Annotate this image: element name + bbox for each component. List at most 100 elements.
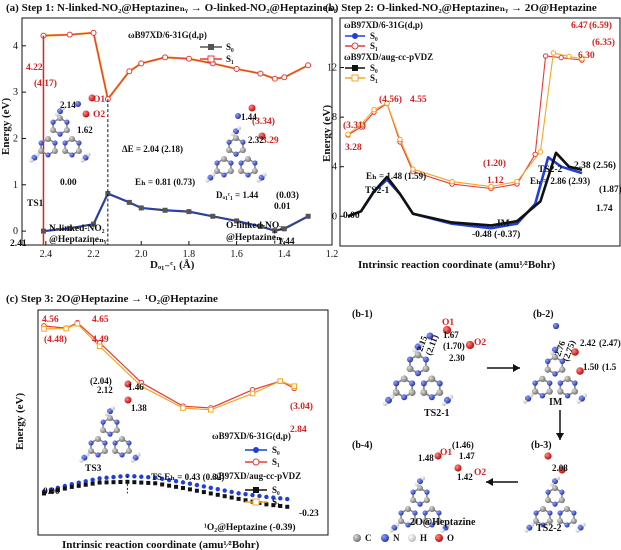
- carbon-atom: [239, 147, 246, 154]
- struct-name-2o: 2O@Heptazine: [410, 517, 476, 528]
- nitrogen-atom: [420, 380, 427, 387]
- b-ann-6.35: (6.35): [592, 37, 615, 48]
- nitrogen-atom: [238, 160, 244, 166]
- c-series-3-point: [249, 390, 256, 397]
- atom-legend-o: O: [447, 533, 454, 543]
- c-series-0-point: [229, 489, 234, 495]
- carbon-atom: [112, 447, 119, 454]
- oxygen-atom: [124, 396, 132, 404]
- c-series-0-point: [187, 481, 193, 486]
- c-series-0-point: [159, 476, 165, 482]
- hydrogen-atom: [524, 528, 529, 533]
- carbon-atom: [546, 388, 553, 395]
- atom-legend-c-ball: [353, 534, 361, 542]
- nitrogen-atom: [424, 489, 430, 495]
- hydrogen-atom: [111, 406, 115, 411]
- panel-b-ylabel: Energy (eV): [321, 105, 333, 162]
- panel-b-title: (b) Step 2: O-linked-NO₂@Heptazineₙᵧ → 2…: [325, 2, 597, 14]
- amine-nitrogen: [552, 478, 558, 485]
- a-series-0-point: [257, 223, 263, 229]
- legend-c-s1-631-marker: [252, 458, 260, 466]
- panel-b-xlabel: Intrinsic reaction coordinate (amu¹⁄²Boh…: [358, 259, 556, 271]
- c-series-0-point: [250, 492, 255, 498]
- c-series-2-point: [146, 480, 151, 485]
- b-series-3-point: [358, 121, 364, 128]
- nitro-nitrogen: [235, 113, 241, 119]
- hydrogen-atom: [581, 522, 586, 527]
- b4-dist-1.46: (1.46): [452, 440, 474, 450]
- a-xtick-label: 1.2: [326, 249, 339, 260]
- legend-b-s1-631-label: S₁: [370, 41, 378, 51]
- a-series-1-point: [257, 70, 264, 77]
- amine-nitrogen: [524, 395, 532, 402]
- c-series-2-point: [118, 480, 123, 485]
- c-ann-2.84: 2.84: [290, 425, 307, 435]
- carbon-atom: [57, 115, 63, 122]
- oxygen-atom: [124, 380, 132, 388]
- structures-panel: (b-1) (b-2) (b-3) (b-4) TS2-1 IM TS2-2 2…: [352, 309, 621, 543]
- carbon-atom: [221, 155, 227, 162]
- a-dist-2.32: 2.32: [248, 135, 264, 145]
- nitrogen-atom: [532, 380, 538, 386]
- carbon-atom: [551, 353, 559, 361]
- carbon-atom: [571, 388, 579, 395]
- nitrogen-atom: [126, 440, 132, 446]
- b-ytick-label: 0: [332, 211, 337, 222]
- c-series-0-point: [278, 496, 283, 501]
- c-series-0-point: [194, 482, 200, 488]
- a-series-1-point: [126, 68, 133, 75]
- carbon-atom: [125, 447, 132, 454]
- carbon-atom: [63, 127, 70, 134]
- panel-a: (a) Step 1: N-linked-NO₂@Heptazineₙᵧ → O…: [0, 2, 338, 271]
- hydrogen-atom: [86, 152, 91, 157]
- b1-dist-2.30: 2.30: [449, 353, 465, 363]
- carbon-atom: [233, 135, 239, 142]
- c-series-0-point: [111, 474, 116, 480]
- panel-c: (c) Step 3: 2O@Heptazine → ¹O₂@Heptazine…: [6, 293, 329, 550]
- nitrogen-atom: [552, 501, 558, 507]
- nitrogen-atom: [572, 380, 578, 386]
- a-series-0-point: [305, 213, 311, 219]
- b-ann-6.30: 6.30: [578, 51, 595, 61]
- hydrogen-atom: [61, 106, 65, 111]
- c-series-2-point: [278, 503, 283, 508]
- c-series-0-point: [104, 475, 109, 480]
- c-series-2-point: [208, 491, 213, 496]
- carbon-atom: [101, 447, 108, 454]
- c-series-0-point: [132, 474, 137, 479]
- c-series-3-point: [291, 383, 297, 390]
- legend-c-s1-631-label: S₁: [272, 457, 280, 467]
- a-series-0-point: [210, 213, 216, 219]
- amine-nitrogen: [414, 343, 422, 351]
- a-dist-1.62: 1.62: [77, 125, 93, 135]
- c-dist-1.46: 1.46: [128, 382, 144, 392]
- hydrogen-atom: [412, 348, 417, 353]
- nitrogen-atom: [571, 510, 577, 516]
- a-xtick-label: 2.4: [40, 249, 53, 260]
- legend-b-s1-631-marker: [351, 42, 359, 50]
- amine-nitrogen: [258, 174, 265, 181]
- nitrogen-atom: [112, 440, 118, 446]
- atom-legend-o-ball: [435, 534, 443, 542]
- nitrogen-atom: [226, 139, 232, 145]
- carbon-atom: [420, 389, 428, 397]
- c-series-2-point: [264, 502, 269, 507]
- b-series-3-point: [449, 178, 455, 185]
- c-series-2-point: [271, 503, 276, 508]
- a-ann-delta-e: ΔE = 2.04 (2.18): [122, 144, 183, 154]
- hydrogen-atom: [79, 458, 84, 463]
- hydrogen-atom: [231, 132, 235, 137]
- b-series-3-point: [410, 166, 416, 172]
- b1-atom-o1: O1: [442, 318, 454, 328]
- c-series-2-point: [181, 486, 185, 491]
- a-ann-0.00: 0.00: [60, 178, 77, 188]
- carbon-atom: [392, 389, 400, 397]
- carbon-atom: [435, 517, 442, 524]
- a-series-0-point: [234, 218, 240, 224]
- amine-nitrogen: [526, 524, 533, 531]
- nitrogen-atom: [417, 501, 423, 507]
- molecule-olinked: [205, 104, 267, 183]
- b1-atom-o2: O2: [474, 338, 486, 348]
- b-series-3-point: [514, 178, 520, 185]
- a-ytick-label: 0: [13, 226, 18, 237]
